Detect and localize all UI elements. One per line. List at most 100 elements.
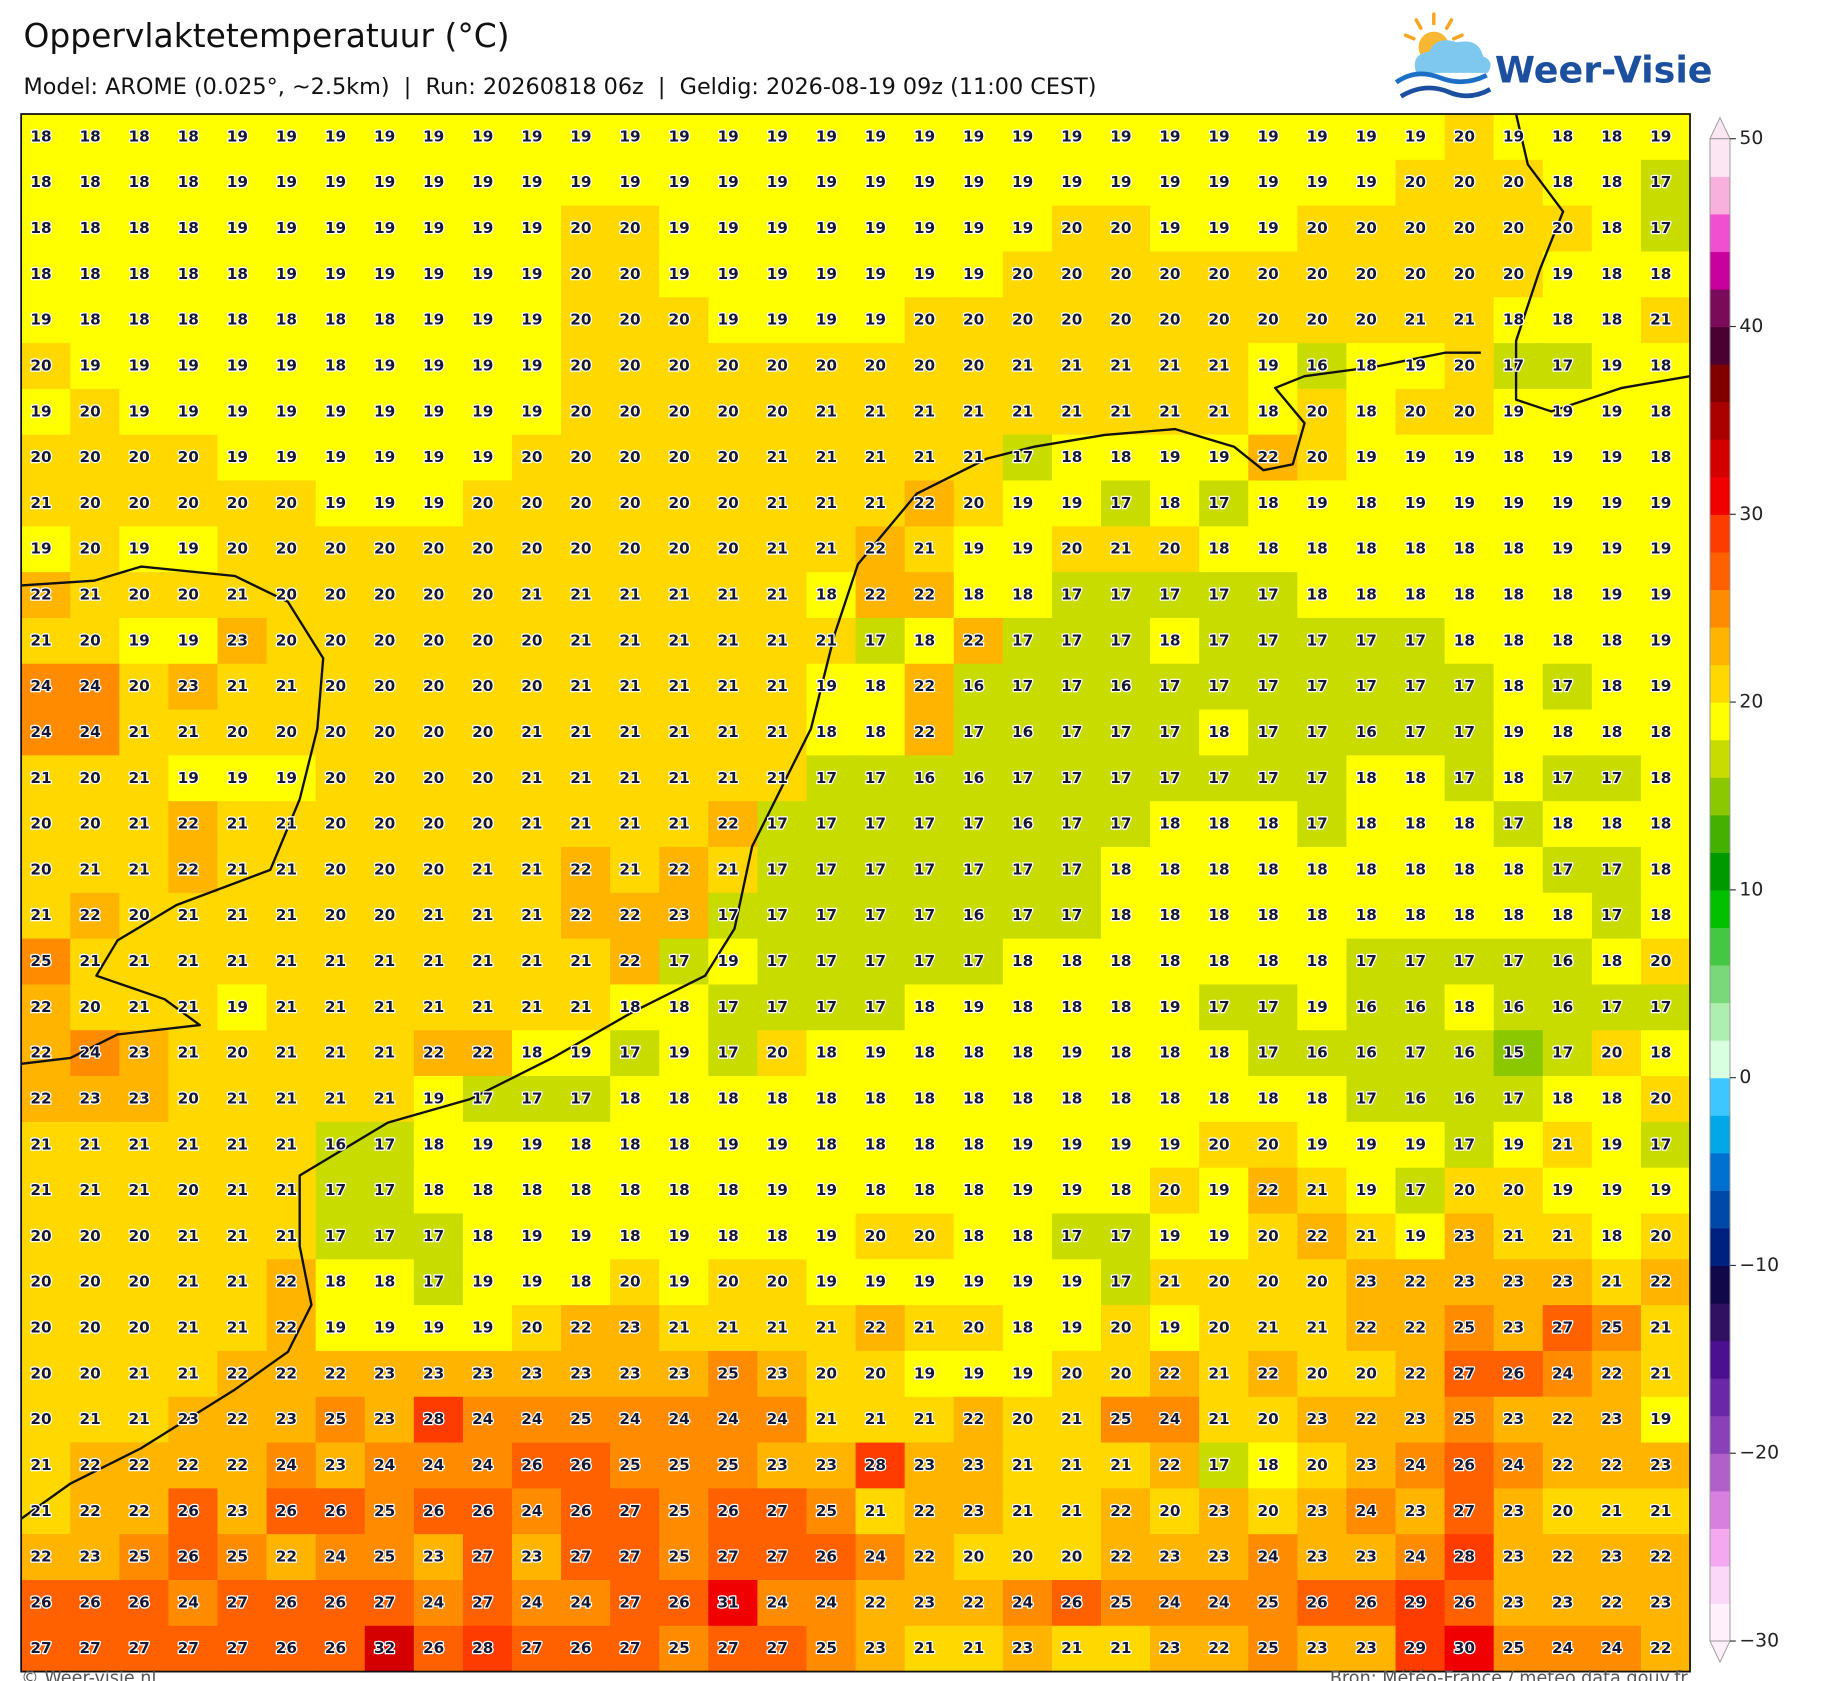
temperature-cell: [315, 617, 366, 665]
temperature-cell: [610, 1259, 660, 1306]
temperature-cell: [70, 343, 121, 390]
temperature-cell: [413, 892, 464, 940]
temperature-label: 21: [816, 540, 837, 558]
temperature-label: 19: [1552, 540, 1573, 558]
temperature-label: 17: [1650, 219, 1671, 237]
temperature-label: 19: [521, 173, 542, 191]
temperature-label: 20: [1650, 1227, 1671, 1245]
temperature-label: 19: [1552, 402, 1573, 420]
temperature-cell: [757, 343, 808, 390]
temperature-label: 18: [129, 219, 150, 237]
temperature-label: 17: [914, 815, 935, 833]
temperature-cell: [1248, 938, 1299, 986]
temperature-label: 21: [1012, 1502, 1033, 1520]
temperature-cell: [511, 846, 562, 894]
temperature-cell: [168, 1488, 219, 1535]
temperature-label: 19: [423, 494, 444, 512]
temperature-label: 17: [816, 769, 837, 787]
temperature-cell: [1101, 1213, 1151, 1261]
temperature-cell: [119, 938, 170, 986]
temperature-cell: [757, 114, 808, 161]
temperature-cell: [119, 1076, 170, 1123]
temperature-cell: [70, 984, 121, 1031]
temperature-cell: [953, 1213, 1004, 1261]
temperature-cell: [1248, 297, 1299, 344]
temperature-cell: [1640, 1396, 1691, 1444]
temperature-cell: [1051, 1488, 1102, 1535]
temperature-label: 18: [914, 1044, 935, 1062]
temperature-cell: [1297, 846, 1348, 894]
temperature-cell: [610, 434, 660, 482]
temperature-label: 27: [227, 1593, 248, 1611]
temperature-cell: [561, 1167, 611, 1215]
temperature-label: 21: [227, 1227, 248, 1245]
temperature-cell: [413, 205, 464, 253]
temperature-label: 19: [914, 127, 935, 145]
temperature-cell: [21, 846, 71, 894]
temperature-cell: [1640, 1350, 1691, 1398]
temperature-label: 22: [914, 723, 935, 741]
temperature-cell: [1591, 1488, 1642, 1535]
temperature-label: 23: [374, 1364, 395, 1382]
temperature-cell: [1444, 1534, 1495, 1581]
temperature-cell: [855, 617, 906, 665]
temperature-cell: [462, 251, 513, 298]
temperature-label: 27: [767, 1639, 788, 1657]
temperature-label: 19: [1208, 219, 1229, 237]
temperature-cell: [1297, 755, 1348, 802]
temperature-cell: [511, 526, 562, 573]
temperature-label: 20: [276, 631, 297, 649]
temperature-label: 18: [1356, 906, 1377, 924]
temperature-label: 19: [129, 356, 150, 374]
temperature-cell: [1051, 663, 1102, 711]
temperature-label: 19: [1159, 127, 1180, 145]
temperature-cell: [708, 1579, 759, 1627]
temperature-cell: [217, 343, 268, 390]
temperature-cell: [1640, 1076, 1691, 1123]
temperature-label: 17: [914, 952, 935, 970]
temperature-cell: [1002, 846, 1053, 894]
temperature-cell: [1346, 480, 1397, 528]
temperature-label: 19: [374, 173, 395, 191]
temperature-cell: [1002, 480, 1053, 528]
temperature-label: 17: [1552, 677, 1573, 695]
temperature-cell: [610, 388, 660, 436]
temperature-label: 20: [423, 631, 444, 649]
temperature-label: 23: [1454, 1227, 1475, 1245]
temperature-cell: [757, 938, 808, 986]
temperature-label: 23: [914, 1593, 935, 1611]
temperature-cell: [1444, 1030, 1495, 1077]
temperature-label: 19: [1503, 723, 1524, 741]
temperature-label: 18: [619, 1227, 640, 1245]
temperature-cell: [168, 1534, 219, 1581]
temperature-cell: [806, 434, 857, 482]
temperature-cell: [1101, 617, 1151, 665]
temperature-label: 20: [1110, 265, 1131, 283]
temperature-cell: [1150, 480, 1200, 528]
temperature-label: 17: [1012, 677, 1033, 695]
temperature-cell: [315, 984, 366, 1031]
temperature-label: 26: [570, 1639, 591, 1657]
temperature-cell: [1101, 1167, 1151, 1215]
temperature-label: 20: [914, 311, 935, 329]
temperature-label: 23: [521, 1364, 542, 1382]
temperature-label: 19: [276, 173, 297, 191]
temperature-cell: [1101, 1121, 1151, 1169]
temperature-cell: [217, 1259, 268, 1306]
temperature-cell: [21, 205, 71, 253]
temperature-cell: [561, 892, 611, 940]
temperature-cell: [1591, 434, 1642, 482]
temperature-cell: [708, 159, 759, 207]
temperature-cell: [806, 251, 857, 298]
temperature-label: 17: [1061, 860, 1082, 878]
temperature-cell: [364, 434, 415, 482]
temperature-cell: [904, 205, 955, 253]
temperature-cell: [708, 1625, 759, 1673]
temperature-label: 20: [30, 356, 51, 374]
temperature-cell: [1248, 1167, 1299, 1215]
temperature-label: 21: [472, 952, 493, 970]
colorbar-band: [1710, 1453, 1730, 1492]
temperature-cell: [806, 205, 857, 253]
temperature-label: 18: [570, 1273, 591, 1291]
temperature-cell: [1051, 892, 1102, 940]
